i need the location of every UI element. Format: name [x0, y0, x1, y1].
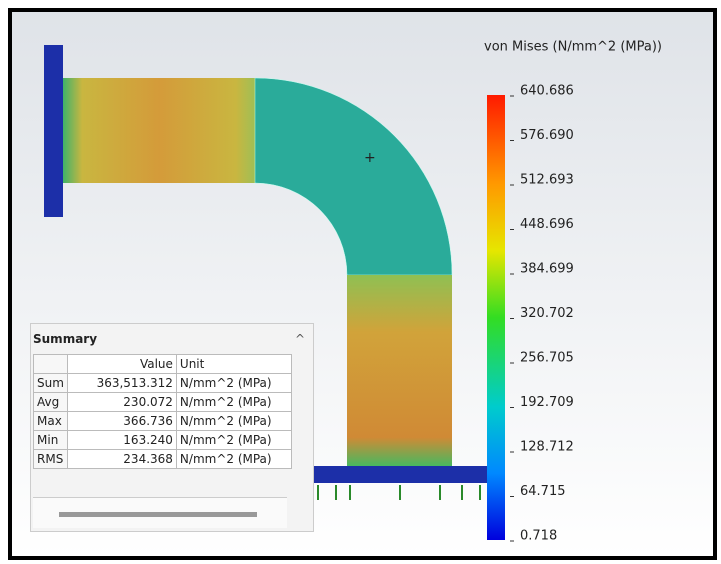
- summary-title: Summary: [33, 332, 97, 346]
- legend-label: 64.715: [520, 484, 566, 499]
- cell: Sum: [34, 374, 68, 393]
- cell: Unit: [176, 355, 291, 374]
- cell: 366.736: [67, 412, 176, 431]
- cell: 234.368: [67, 450, 176, 469]
- legend-label: 256.705: [520, 351, 574, 366]
- pipe-horizontal: [63, 78, 255, 183]
- cell: 163.240: [67, 431, 176, 450]
- cell: [34, 355, 68, 374]
- flange: [44, 45, 63, 217]
- cell: N/mm^2 (MPa): [176, 374, 291, 393]
- cell: 230.072: [67, 393, 176, 412]
- pipe-vertical: [347, 275, 452, 466]
- cell: N/mm^2 (MPa): [176, 450, 291, 469]
- summary-header: Summary ^: [31, 324, 313, 354]
- cell: N/mm^2 (MPa): [176, 431, 291, 450]
- legend-label: 192.709: [520, 395, 574, 410]
- cursor: +: [364, 150, 376, 166]
- legend-label: 576.690: [520, 128, 574, 143]
- cell: Min: [34, 431, 68, 450]
- scrollbar[interactable]: [33, 497, 287, 528]
- cell: RMS: [34, 450, 68, 469]
- cell: Avg: [34, 393, 68, 412]
- cell: 363,513.312: [67, 374, 176, 393]
- collapse[interactable]: ^: [295, 324, 305, 354]
- legend-title: von Mises (N/mm^2 (MPa)): [484, 40, 662, 55]
- legend-label: 448.696: [520, 217, 574, 232]
- color-bar: [487, 95, 505, 540]
- cell: N/mm^2 (MPa): [176, 393, 291, 412]
- cell: Value: [67, 355, 176, 374]
- legend-label: 512.693: [520, 173, 574, 188]
- legend-label: 0.718: [520, 529, 557, 544]
- base-plate: [314, 466, 487, 483]
- legend-label: 384.699: [520, 262, 574, 277]
- legend-label: 640.686: [520, 84, 574, 99]
- page: + von Mises (N/mm^2 (MPa)) 640.686 576.69…: [0, 0, 721, 564]
- legend-label: 320.702: [520, 306, 574, 321]
- cell: N/mm^2 (MPa): [176, 412, 291, 431]
- legend-label: 128.712: [520, 440, 574, 455]
- cell: Max: [34, 412, 68, 431]
